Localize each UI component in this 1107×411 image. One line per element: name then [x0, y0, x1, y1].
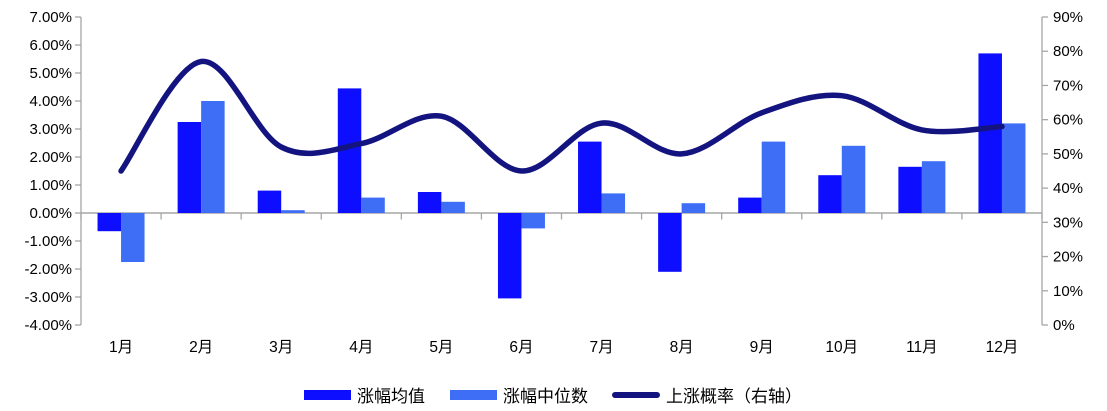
bar-median-m5 [441, 201, 465, 213]
month-label: 12月 [986, 339, 1019, 356]
month-label: 3月 [269, 339, 293, 356]
legend-item-probability: 上涨概率（右轴） [612, 382, 802, 407]
left-axis-tick-label: 4.00% [29, 93, 72, 110]
right-axis-tick-label: 20% [1053, 249, 1083, 266]
right-axis-tick-label: 10% [1053, 283, 1083, 300]
bar-mean-m4 [337, 88, 362, 213]
bar-median-m9 [761, 141, 786, 213]
month-label: 6月 [509, 339, 533, 356]
probability-line [118, 58, 1005, 174]
left-axis-tick-label: 5.00% [29, 65, 72, 82]
bar-median-m4 [361, 197, 385, 213]
right-axis-tick-label: 50% [1053, 146, 1083, 163]
bar-mean-m2 [177, 122, 202, 213]
left-axis-tick-label: 1.00% [29, 177, 72, 194]
chart-legend: 涨幅均值 涨幅中位数 上涨概率（右轴） [0, 382, 1107, 408]
month-label: 7月 [589, 339, 613, 356]
legend-item-median: 涨幅中位数 [450, 382, 588, 407]
bar-mean-m10 [818, 175, 842, 213]
left-axis-tick-label: -4.00% [24, 317, 72, 334]
right-axis-tick-label: 0% [1053, 317, 1075, 334]
legend-label-probability: 上涨概率（右轴） [666, 387, 802, 407]
left-axis-tick-label: -3.00% [24, 289, 72, 306]
bar-median-m12 [1001, 123, 1026, 213]
right-axis-tick-label: 30% [1053, 214, 1083, 231]
month-label: 10月 [825, 339, 858, 356]
month-label: 1月 [109, 339, 133, 356]
bar-mean-m9 [738, 197, 762, 213]
bar-mean-m12 [978, 53, 1002, 214]
bar-median-m6 [521, 213, 545, 229]
month-label: 4月 [349, 339, 373, 356]
bar-median-m2 [201, 101, 225, 213]
month-label: 5月 [429, 339, 453, 356]
left-axis-tick-label: 7.00% [29, 9, 72, 26]
bar-median-m7 [601, 193, 626, 213]
bar-mean-m1 [97, 213, 122, 232]
left-axis-tick-label: -2.00% [24, 261, 72, 278]
bar-mean-m3 [257, 190, 282, 213]
month-label: 9月 [750, 339, 774, 356]
left-axis-tick-label: 6.00% [29, 37, 72, 54]
right-axis-tick-label: 70% [1053, 77, 1083, 94]
month-label: 11月 [906, 339, 938, 356]
month-label: 2月 [189, 339, 213, 356]
bar-median-m3 [281, 210, 305, 213]
median-bar-swatch-icon [450, 389, 497, 400]
right-axis-tick-label: 40% [1053, 180, 1083, 197]
left-axis-tick-label: -1.00% [24, 233, 72, 250]
left-axis-tick-label: 2.00% [29, 149, 72, 166]
right-axis-tick-label: 60% [1053, 112, 1083, 129]
month-label: 8月 [670, 339, 694, 356]
right-axis-tick-label: 80% [1053, 43, 1083, 60]
bar-mean-m6 [497, 213, 522, 299]
mean-bar-swatch-icon [304, 389, 351, 400]
bar-median-m8 [681, 203, 706, 213]
legend-label-mean: 涨幅均值 [357, 387, 425, 407]
bar-median-m11 [921, 161, 946, 213]
bar-mean-m11 [898, 166, 922, 213]
left-axis-tick-label: 0.00% [29, 205, 72, 222]
legend-label-median: 涨幅中位数 [503, 387, 588, 407]
bar-mean-m7 [578, 141, 602, 213]
left-axis-tick-label: 3.00% [29, 121, 72, 138]
legend-item-mean: 涨幅均值 [304, 382, 425, 407]
bar-median-m10 [841, 145, 866, 213]
probability-line-swatch-icon [612, 391, 660, 398]
bar-median-m1 [121, 213, 145, 262]
right-axis-tick-label: 90% [1053, 9, 1083, 26]
bar-mean-m8 [658, 213, 682, 272]
bar-mean-m5 [417, 192, 442, 213]
